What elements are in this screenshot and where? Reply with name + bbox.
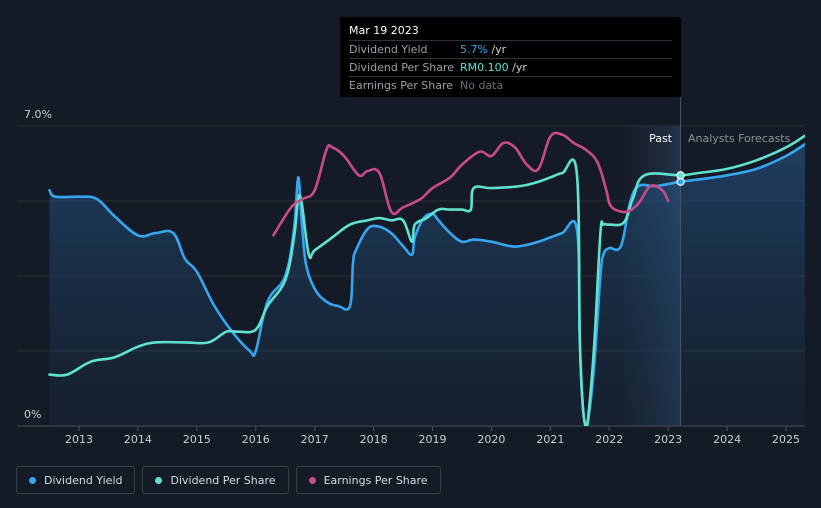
tooltip-label: Earnings Per Share bbox=[349, 79, 454, 92]
tooltip-row-earnings-per-share: Earnings Per Share No data bbox=[349, 77, 672, 94]
x-tick-label: 2023 bbox=[654, 433, 682, 446]
legend-label: Dividend Per Share bbox=[170, 473, 276, 487]
tooltip-date: Mar 19 2023 bbox=[349, 23, 672, 41]
marker-dividend-per-share bbox=[676, 171, 685, 180]
past-label: Past bbox=[649, 132, 673, 145]
tooltip-row-dividend-yield: Dividend Yield 5.7% /yr bbox=[349, 41, 672, 59]
legend-item-earnings-per-share[interactable]: Earnings Per Share bbox=[295, 466, 441, 494]
area-fills bbox=[49, 144, 805, 426]
series-line-earnings-per-share bbox=[272, 131, 670, 237]
tooltip-value: 5.7% bbox=[460, 43, 488, 56]
x-tick-label: 2021 bbox=[536, 433, 564, 446]
x-axis-ticks: 2013 2014 2015 2016 2017 2018 2019 2020 2021 2022… bbox=[65, 426, 800, 446]
legend-label: Earnings Per Share bbox=[323, 473, 428, 487]
tooltip-unit: /yr bbox=[508, 61, 527, 74]
tooltip-value: No data bbox=[460, 79, 504, 92]
y-tick-label-top: 7.0% bbox=[24, 108, 52, 121]
x-tick-label: 2019 bbox=[419, 433, 447, 446]
legend-item-dividend-per-share[interactable]: Dividend Per Share bbox=[142, 466, 289, 494]
legend-label: Dividend Yield bbox=[44, 473, 123, 487]
series-lines bbox=[48, 131, 805, 426]
legend-dot-icon bbox=[155, 476, 163, 484]
tooltip-label: Dividend Per Share bbox=[349, 61, 455, 74]
tooltip-value: RM0.100 bbox=[460, 61, 509, 74]
x-tick-label: 2022 bbox=[595, 433, 623, 446]
tooltip-unit: /yr bbox=[487, 43, 507, 56]
x-tick-label: 2016 bbox=[242, 433, 270, 446]
tooltip-row-dividend-per-share: Dividend Per Share RM0.100 /yr bbox=[349, 59, 672, 77]
x-tick-label: 2020 bbox=[477, 433, 505, 446]
tooltip-label: Dividend Yield bbox=[349, 43, 428, 56]
legend-dot-icon bbox=[308, 476, 316, 484]
x-tick-label: 2015 bbox=[183, 433, 211, 446]
x-tick-label: 2018 bbox=[360, 433, 388, 446]
legend-dot-icon bbox=[29, 476, 36, 484]
x-tick-label: 2025 bbox=[772, 433, 800, 446]
markers bbox=[676, 171, 685, 186]
legend: Dividend Yield Dividend Per Share Earnin… bbox=[16, 466, 441, 494]
x-tick-label: 2013 bbox=[65, 433, 93, 446]
x-tick-label: 2024 bbox=[713, 433, 741, 446]
tooltip: Mar 19 2023 Dividend Yield 5.7% /yr Divid… bbox=[340, 17, 681, 97]
legend-item-dividend-yield[interactable]: Dividend Yield bbox=[16, 466, 136, 494]
x-tick-label: 2017 bbox=[301, 433, 329, 446]
series-line-dividend-per-share bbox=[48, 134, 805, 426]
y-tick-label-bottom: 0% bbox=[24, 408, 41, 421]
forecast-label: Analysts Forecasts bbox=[688, 132, 791, 145]
area-dividend-yield bbox=[49, 144, 805, 426]
series-line-dividend-yield bbox=[48, 142, 805, 426]
x-tick-label: 2014 bbox=[124, 433, 152, 446]
